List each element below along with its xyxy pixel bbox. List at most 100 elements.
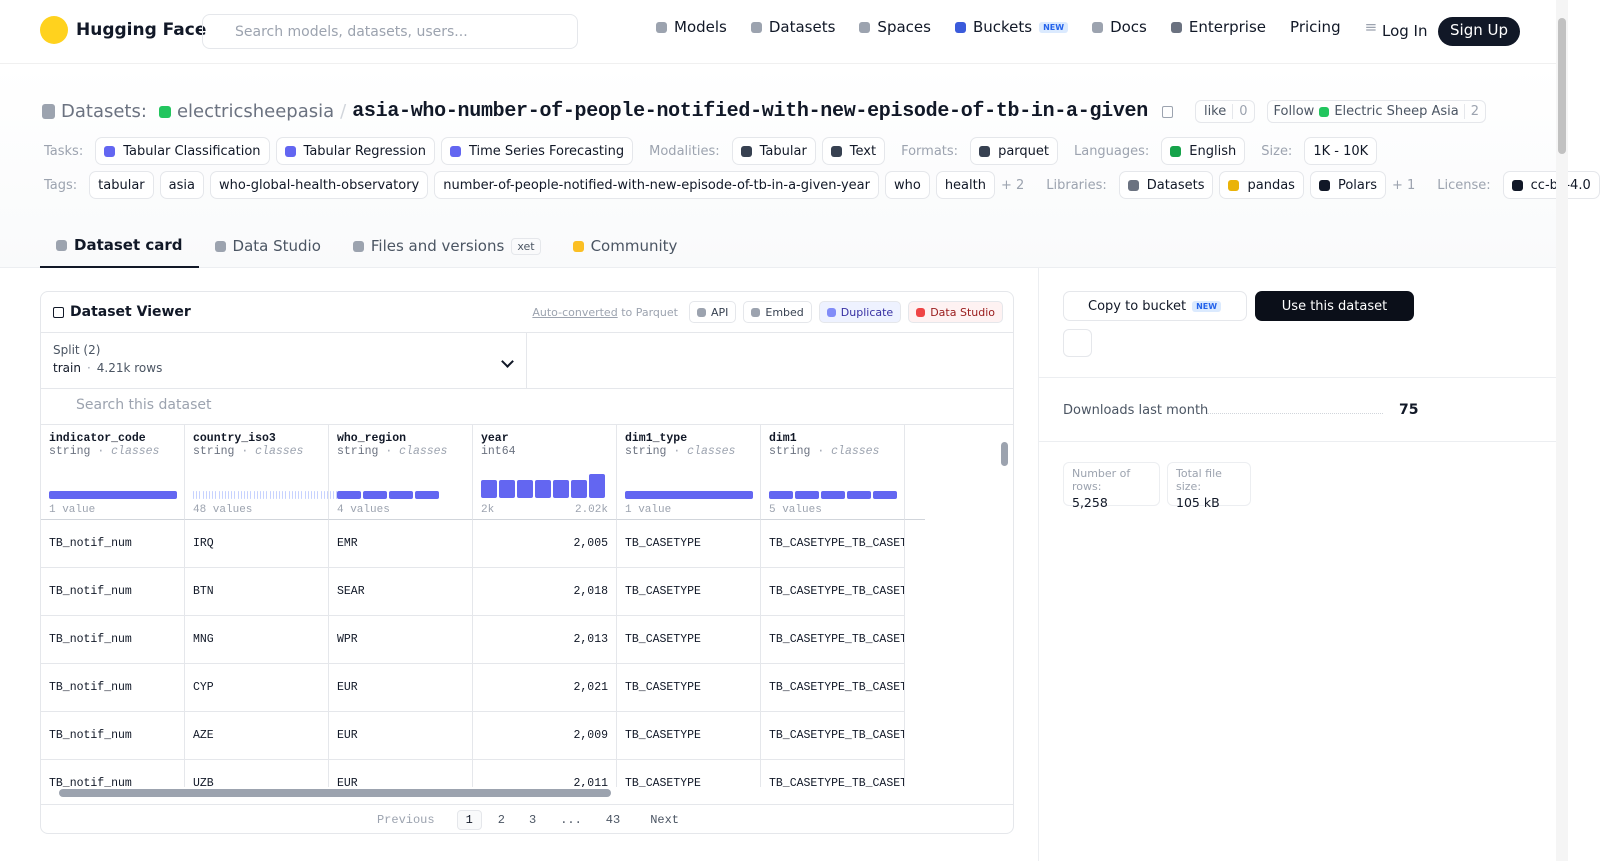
meta-chip[interactable]: Text xyxy=(821,137,886,165)
meta-chip[interactable]: tabular xyxy=(89,171,154,199)
icon xyxy=(572,240,584,252)
meta-chip[interactable]: Polars xyxy=(1309,171,1386,199)
distribution-bar xyxy=(288,491,290,499)
table-cell: MNG xyxy=(185,616,329,664)
owner[interactable]: electricsheepasia xyxy=(176,101,335,122)
table-cell: EUR xyxy=(329,760,473,787)
meta-chip[interactable]: who-global-health-observatory xyxy=(209,171,429,199)
column-header: year int64 2k 2.02k xyxy=(473,425,617,520)
split-selector[interactable]: Split (2) train · 4.21k rows xyxy=(41,333,527,389)
table-cell: TB_notif_num xyxy=(41,664,185,712)
viewer-button[interactable]: Duplicate xyxy=(818,301,902,323)
distribution-bar xyxy=(212,491,213,499)
stat-label: Number of rows: xyxy=(1072,467,1131,493)
signup[interactable]: Sign Up xyxy=(1438,17,1520,46)
chip-text: Tabular Classification xyxy=(123,143,261,159)
brand[interactable]: Hugging Face xyxy=(40,16,206,44)
button-text: Embed xyxy=(765,305,804,319)
column-summary: 1 value xyxy=(625,504,752,516)
meta-chip[interactable]: Datasets xyxy=(1118,171,1214,199)
distribution-bar xyxy=(517,480,533,498)
meta-label: Formats: xyxy=(901,143,959,159)
meta-chip[interactable]: Tabular Regression xyxy=(275,137,435,165)
nav-link[interactable]: Buckets NEW xyxy=(954,18,1069,36)
distribution-bar xyxy=(263,491,264,499)
icon xyxy=(1319,106,1330,117)
title-row: Datasets: electricsheepasia / asia-who-numb… xyxy=(42,100,1487,123)
use-dataset[interactable]: Use this dataset xyxy=(1255,291,1414,321)
column-header: indicator_code string · classes 1 value xyxy=(41,425,185,520)
meta-chip[interactable]: Time Series Forecasting xyxy=(440,137,634,165)
tab-text: Data Studio xyxy=(232,237,321,255)
more[interactable]: + 1 xyxy=(1391,177,1416,193)
table-cell: CYP xyxy=(185,664,329,712)
page-link[interactable]: 2 xyxy=(497,812,505,827)
column-name: year xyxy=(481,432,509,445)
nav-link[interactable]: Spaces xyxy=(859,18,931,36)
search-box[interactable]: Search models, datasets, users... xyxy=(202,14,578,49)
follow-button[interactable]: Follow Electric Sheep Asia 2 xyxy=(1266,100,1487,123)
dataset-name: asia-who-number-of-people-notified-with-… xyxy=(352,100,1148,123)
distribution-bar xyxy=(320,491,322,499)
tab[interactable]: Dataset card xyxy=(40,224,199,268)
nav-link[interactable]: Models xyxy=(656,18,727,36)
type: string xyxy=(769,445,811,458)
table: indicator_code string · classes 1 value cou… xyxy=(41,425,999,787)
icon xyxy=(916,307,926,317)
table-cell: TB_CASETYPE xyxy=(617,616,761,664)
sep: · xyxy=(97,445,105,458)
viewer-button[interactable]: Embed xyxy=(743,301,812,323)
stat-value: 5,258 xyxy=(1072,495,1108,510)
nav-link[interactable]: Datasets xyxy=(750,18,835,36)
stat-label: Total file size: xyxy=(1176,467,1222,493)
login[interactable]: Log In xyxy=(1382,22,1428,40)
more-button[interactable] xyxy=(1063,329,1092,357)
more[interactable]: + 2 xyxy=(1000,177,1025,193)
copy-to-bucket[interactable]: Copy to bucket NEW xyxy=(1063,291,1247,321)
distribution-bar xyxy=(330,491,331,499)
distribution-bar xyxy=(314,491,315,499)
nav-link[interactable]: Pricing xyxy=(1290,18,1341,36)
copy-icon[interactable] xyxy=(1161,105,1173,118)
icon xyxy=(830,145,842,157)
meta-chip[interactable]: English xyxy=(1161,137,1246,165)
tab[interactable]: Community xyxy=(557,224,694,268)
distribution-bar xyxy=(228,491,229,499)
meta-chip[interactable]: 1K - 10K xyxy=(1304,137,1378,165)
summary: 4 values xyxy=(337,504,390,516)
tab[interactable]: Files and versions xet xyxy=(337,224,557,268)
auto-link[interactable]: Auto-converted xyxy=(532,305,618,319)
meta-chip[interactable]: asia xyxy=(159,171,204,199)
meta-chip[interactable]: Tabular xyxy=(731,137,816,165)
dataset-search[interactable]: Search this dataset xyxy=(41,389,1013,425)
viewer-title: Dataset Viewer xyxy=(53,304,191,320)
stat-box: Number of rows: 5,258 xyxy=(1063,462,1160,510)
distribution-bar xyxy=(363,491,387,499)
meta-chip[interactable]: number-of-people-notified-with-new-episo… xyxy=(434,171,879,199)
distribution-bar xyxy=(259,491,261,499)
meta-chip[interactable]: health xyxy=(935,171,995,199)
distribution-bar xyxy=(625,491,753,499)
menu-icon[interactable]: ≡ xyxy=(1364,18,1378,36)
distribution-bar xyxy=(769,491,793,499)
viewer-button[interactable]: Data Studio xyxy=(908,301,1003,323)
page-link[interactable]: 43 xyxy=(605,812,621,827)
viewer-button[interactable]: API xyxy=(688,301,737,323)
meta-chip[interactable]: parquet xyxy=(970,137,1058,165)
auto-rest: to Parquet xyxy=(621,305,678,319)
distribution-bar xyxy=(295,491,296,499)
page-link[interactable]: ... xyxy=(560,812,582,827)
page-link[interactable]: 1 xyxy=(456,809,482,830)
nav-link[interactable]: Docs xyxy=(1092,18,1147,36)
page-link[interactable]: Next xyxy=(650,812,680,827)
meta-chip[interactable]: cc-by-4.0 xyxy=(1502,171,1600,199)
page-link[interactable]: Previous xyxy=(376,812,435,827)
meta-chip[interactable]: Tabular Classification xyxy=(95,137,270,165)
like-button[interactable]: like 0 xyxy=(1194,100,1255,123)
icon xyxy=(740,145,752,157)
tab[interactable]: Data Studio xyxy=(199,224,337,268)
nav-link[interactable]: Enterprise xyxy=(1170,18,1266,36)
meta-chip[interactable]: pandas xyxy=(1219,171,1304,199)
page-link[interactable]: 3 xyxy=(528,812,537,827)
meta-chip[interactable]: who xyxy=(884,171,930,199)
